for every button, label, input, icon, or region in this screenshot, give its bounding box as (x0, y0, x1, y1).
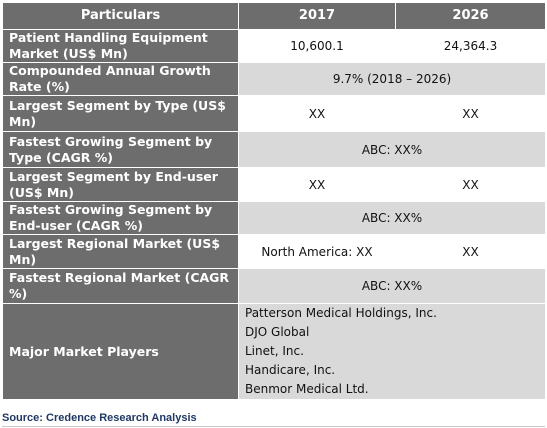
row-label-largest-type: Largest Segment by Type (US$ Mn) (2, 95, 239, 132)
header-2026: 2026 (395, 2, 546, 30)
row-label-major-players: Major Market Players (2, 303, 239, 400)
divider (2, 426, 545, 427)
value-2017: North America: XX (238, 234, 396, 269)
value-2026: XX (395, 234, 546, 269)
source-note: Source: Credence Research Analysis (2, 412, 197, 424)
row-label-fastest-type: Fastest Growing Segment by Type (CAGR %) (2, 131, 239, 168)
value-2017: XX (238, 167, 396, 202)
table-row: Fastest Regional Market (CAGR %) ABC: XX… (2, 268, 546, 304)
merged-value: 9.7% (2018 – 2026) (238, 62, 546, 96)
table-row: Patient Handling Equipment Market (US$ M… (2, 29, 546, 63)
value-2017: 10,600.1 (238, 29, 396, 63)
row-label-largest-region: Largest Regional Market (US$ Mn) (2, 234, 239, 269)
row-label-market-size: Patient Handling Equipment Market (US$ M… (2, 29, 239, 63)
list-item: Linet, Inc. (245, 344, 304, 358)
merged-value: ABC: XX% (238, 131, 546, 168)
table-header-row: Particulars 2017 2026 (2, 2, 546, 30)
row-label-cagr: Compounded Annual Growth Rate (%) (2, 62, 239, 96)
table-row: Fastest Growing Segment by Type (CAGR %)… (2, 131, 546, 168)
header-2017: 2017 (238, 2, 396, 30)
table-row: Largest Regional Market (US$ Mn) North A… (2, 234, 546, 269)
merged-value: ABC: XX% (238, 268, 546, 304)
row-label-fastest-end-user: Fastest Growing Segment by End-user (CAG… (2, 201, 239, 235)
row-label-fastest-region: Fastest Regional Market (CAGR %) (2, 268, 239, 304)
merged-value: ABC: XX% (238, 201, 546, 235)
value-2026: XX (395, 167, 546, 202)
value-2026: 24,364.3 (395, 29, 546, 63)
table-row: Major Market Players Patterson Medical H… (2, 303, 546, 400)
value-2026: XX (395, 95, 546, 132)
list-item: Benmor Medical Ltd. (245, 382, 369, 396)
list-item: Patterson Medical Holdings, Inc. (245, 306, 437, 320)
list-item: Handicare, Inc. (245, 363, 336, 377)
table-row: Largest Segment by Type (US$ Mn) XX XX (2, 95, 546, 132)
header-particulars: Particulars (2, 2, 239, 30)
row-label-largest-end-user: Largest Segment by End-user (US$ Mn) (2, 167, 239, 202)
players-list: Patterson Medical Holdings, Inc. DJO Glo… (238, 303, 546, 400)
list-item: DJO Global (245, 325, 310, 339)
value-2017: XX (238, 95, 396, 132)
table-row: Fastest Growing Segment by End-user (CAG… (2, 201, 546, 235)
market-summary-table: Particulars 2017 2026 Patient Handling E… (2, 2, 546, 400)
table-row: Compounded Annual Growth Rate (%) 9.7% (… (2, 62, 546, 96)
table-row: Largest Segment by End-user (US$ Mn) XX … (2, 167, 546, 202)
